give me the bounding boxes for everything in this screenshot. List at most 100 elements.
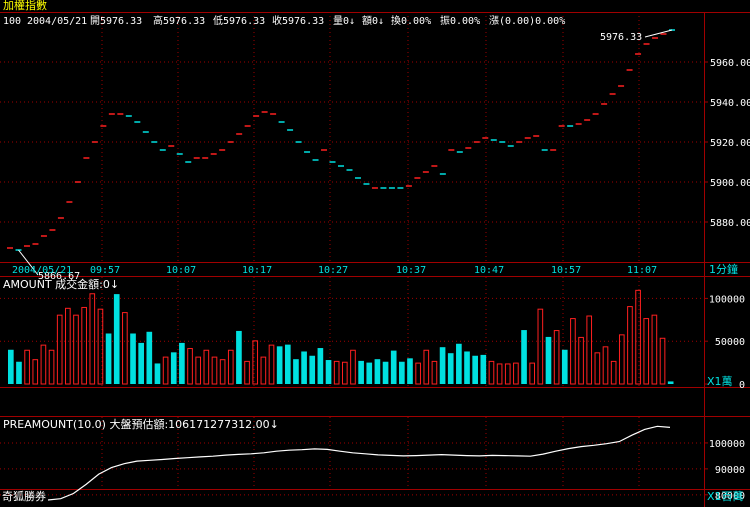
amount-bar: [407, 358, 413, 384]
amount-bar: [97, 308, 104, 385]
amount-bar: [187, 348, 193, 385]
grid-lines: [0, 12, 704, 496]
time-tick-label: 2004/05/21: [12, 265, 72, 276]
amount-bar: [659, 337, 666, 385]
preamount-tick-label: 80000: [715, 491, 745, 502]
amount-bar: [602, 346, 609, 385]
amount-bar: [309, 355, 316, 384]
amount-bar: [154, 363, 161, 384]
amount-bar: [594, 352, 601, 385]
info-high: 高5976.33: [153, 14, 205, 27]
amount-bar: [456, 343, 462, 384]
amount-bar: [219, 359, 226, 385]
amount-bar: [431, 360, 438, 385]
amount-bar: [651, 314, 658, 385]
amount-bar: [81, 306, 87, 385]
preamount-label: PREAMOUNT(10.0) 大盤預估額:106171277312.00↓: [3, 417, 279, 431]
amount-bar: [325, 360, 332, 384]
amount-bar: [496, 363, 503, 385]
amount-bar: [113, 294, 120, 384]
amount-bar: [170, 352, 177, 384]
preamount-unit: X1百萬: [707, 490, 744, 503]
amount-bar: [276, 346, 283, 384]
price-tick-label: 5960.00: [710, 58, 750, 69]
amount-bar: [545, 336, 552, 384]
time-tick-label: 10:17: [242, 265, 272, 276]
amount-bar: [366, 362, 373, 384]
amount-bar: [374, 359, 381, 384]
amount-bar: [643, 318, 650, 385]
amount-bar: [65, 307, 71, 385]
amount-bar: [561, 349, 568, 384]
amount-bar: [236, 330, 242, 384]
low-pointer-line: [18, 249, 39, 276]
preamount-line: [47, 425, 671, 501]
amount-bar: [610, 360, 617, 385]
amount-bar: [48, 349, 55, 385]
amount-bar: [73, 314, 79, 385]
time-tick-label: 10:07: [166, 265, 196, 276]
amount-bar: [179, 342, 185, 384]
amount-bar: [8, 349, 14, 384]
info-volume: 量0↓: [333, 15, 355, 27]
price-tick-label: 5940.00: [710, 98, 750, 109]
amount-y-axis: 0 50000 100000: [704, 294, 745, 391]
info-open: 開5976.33: [90, 15, 142, 27]
info-amount: 額0↓: [362, 14, 384, 27]
time-axis: 2004/05/21 09:57 10:07 10:17 10:27 10:37 10:47…: [12, 265, 657, 276]
amount-bar: [627, 306, 633, 385]
amount-bar: [350, 349, 356, 385]
high-annotation: 5976.33: [600, 32, 642, 43]
amount-bar: [268, 344, 275, 385]
amount-tick-label: 50000: [715, 337, 745, 348]
amount-bar: [342, 361, 348, 385]
price-tick-label: 5880.00: [710, 218, 750, 229]
high-pointer: [18, 29, 673, 276]
time-tick-label: 10:47: [474, 265, 504, 276]
amount-bar: [521, 330, 527, 384]
footer-label: 奇狐勝券: [2, 489, 46, 503]
amount-bar: [578, 336, 584, 385]
amount-bar: [333, 360, 340, 385]
amount-bar: [56, 314, 63, 385]
info-turnover: 換0.00%: [391, 15, 431, 27]
amount-bar: [138, 342, 144, 384]
amount-bar: [89, 293, 96, 385]
low-annotation: 5866.67: [38, 271, 80, 282]
amount-bar: [472, 355, 478, 384]
preamount-y-axis: 80000 90000 100000: [704, 439, 745, 502]
amount-bar: [227, 349, 234, 385]
amount-bar: [203, 349, 210, 385]
amount-bar: [504, 363, 511, 385]
amount-bar: [252, 340, 259, 385]
info-change: 漲(0.00)0.00%: [489, 15, 565, 27]
amount-bar: [16, 361, 22, 384]
amount-bar: [529, 362, 536, 385]
preamount-tick-label: 90000: [715, 465, 745, 476]
info-amplitude: 振0.00%: [440, 14, 480, 27]
chart-frames: [0, 12, 750, 507]
amount-bars: [8, 289, 674, 385]
amount-bar: [570, 318, 576, 385]
amount-bar: [122, 312, 128, 385]
amount-bar: [390, 350, 397, 384]
amount-tick-label: 100000: [709, 294, 745, 305]
amount-bar: [667, 381, 674, 384]
price-tick-label: 5920.00: [710, 138, 750, 149]
preamount-tick-label: 100000: [709, 439, 745, 450]
amount-bar: [284, 344, 291, 384]
price-y-axis: 5880.00 5900.00 5920.00 5940.00 5960.00: [704, 58, 750, 229]
amount-bar: [105, 333, 112, 384]
time-tick-label: 10:37: [396, 265, 426, 276]
time-tick-label: 09:57: [90, 265, 120, 276]
info-code: 100: [3, 16, 21, 27]
amount-bar: [586, 315, 593, 385]
amount-bar: [260, 356, 267, 385]
amount-bar: [146, 331, 153, 384]
amount-bar: [382, 361, 389, 384]
high-pointer-line: [644, 29, 673, 38]
amount-bar: [553, 330, 560, 385]
window-title: 加權指數: [3, 0, 47, 12]
time-tick-label: 10:27: [318, 265, 348, 276]
